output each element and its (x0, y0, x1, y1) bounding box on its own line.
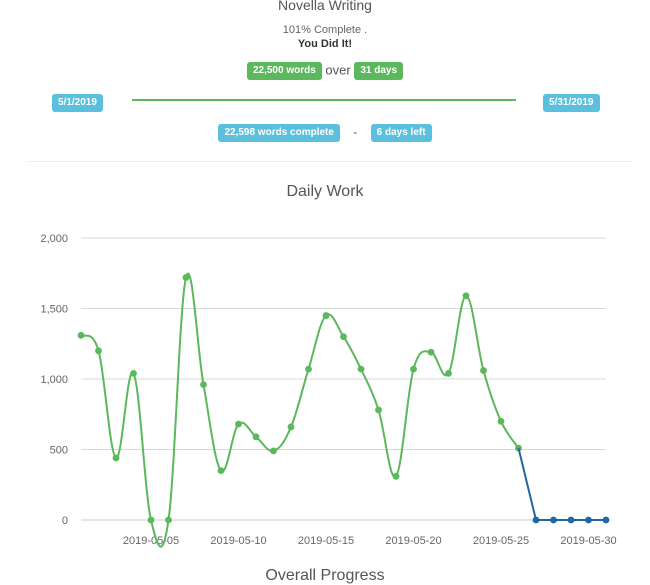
data-point (235, 420, 242, 428)
data-point (305, 365, 312, 373)
data-point (112, 454, 120, 462)
target-words-badge: 22,500 words (246, 62, 322, 80)
daily-work-chart: 0 500 1,000 1,500 2,000 2019-05-05 2019-05-10 2… (40, 233, 617, 548)
data-point (427, 348, 435, 356)
completion-message: You Did It! (297, 38, 353, 50)
x-tick-label: 2019-05-10 (210, 535, 266, 547)
y-tick-label: 0 (62, 515, 68, 527)
overall-progress-heading: Overall Progress (265, 567, 385, 584)
data-point (550, 516, 557, 524)
goal-title: Novella Writing (278, 0, 372, 13)
data-point (445, 369, 452, 377)
series-line-words-written (80, 272, 520, 548)
x-tick-label: 2019-05-05 (123, 535, 179, 547)
data-point (480, 367, 487, 374)
data-point (182, 274, 190, 281)
data-point (252, 433, 260, 441)
percent-complete: 101% Complete . (282, 24, 368, 36)
timeline-progress-line (132, 99, 516, 101)
series-line-words-remaining (517, 447, 606, 521)
section-divider (28, 161, 632, 162)
data-point (585, 516, 592, 524)
duration-badge: 31 days (354, 62, 404, 80)
data-point (200, 381, 207, 389)
x-tick-label: 2019-05-20 (385, 535, 441, 547)
y-tick-label: 1,000 (40, 374, 68, 386)
y-tick-label: 500 (50, 445, 68, 457)
data-point (375, 406, 382, 414)
data-point (270, 447, 277, 455)
data-point (340, 333, 347, 341)
data-point (410, 365, 417, 373)
data-point (77, 331, 85, 339)
data-point (165, 516, 172, 524)
x-tick-label: 2019-05-25 (473, 535, 529, 547)
data-point (462, 292, 470, 300)
days-left-badge: 6 days left (370, 124, 432, 142)
x-tick-label: 2019-05-15 (298, 535, 354, 547)
data-point (287, 423, 295, 431)
data-point (217, 467, 225, 475)
start-date-badge: 5/1/2019 (52, 94, 103, 112)
goal-summary: 22,500 words over 31 days (0, 62, 650, 80)
x-tick-label: 2019-05-30 (560, 535, 616, 547)
data-point (147, 516, 155, 524)
y-tick-label: 2,000 (40, 233, 68, 245)
over-label: over (325, 62, 351, 78)
data-point (532, 516, 540, 524)
data-point (95, 347, 102, 355)
data-point (602, 516, 610, 524)
words-complete-badge: 22,598 words complete (218, 124, 340, 142)
end-date-badge: 5/31/2019 (543, 94, 600, 112)
data-point (357, 365, 365, 373)
progress-summary: 22,598 words complete - 6 days left (0, 124, 650, 142)
data-point (130, 369, 137, 377)
summary-separator: - (353, 125, 358, 140)
data-point (497, 417, 505, 425)
y-tick-label: 1,500 (40, 304, 68, 316)
data-point (392, 472, 400, 480)
chart-title: Daily Work (286, 183, 364, 200)
data-point (567, 516, 575, 524)
data-point (322, 312, 330, 319)
